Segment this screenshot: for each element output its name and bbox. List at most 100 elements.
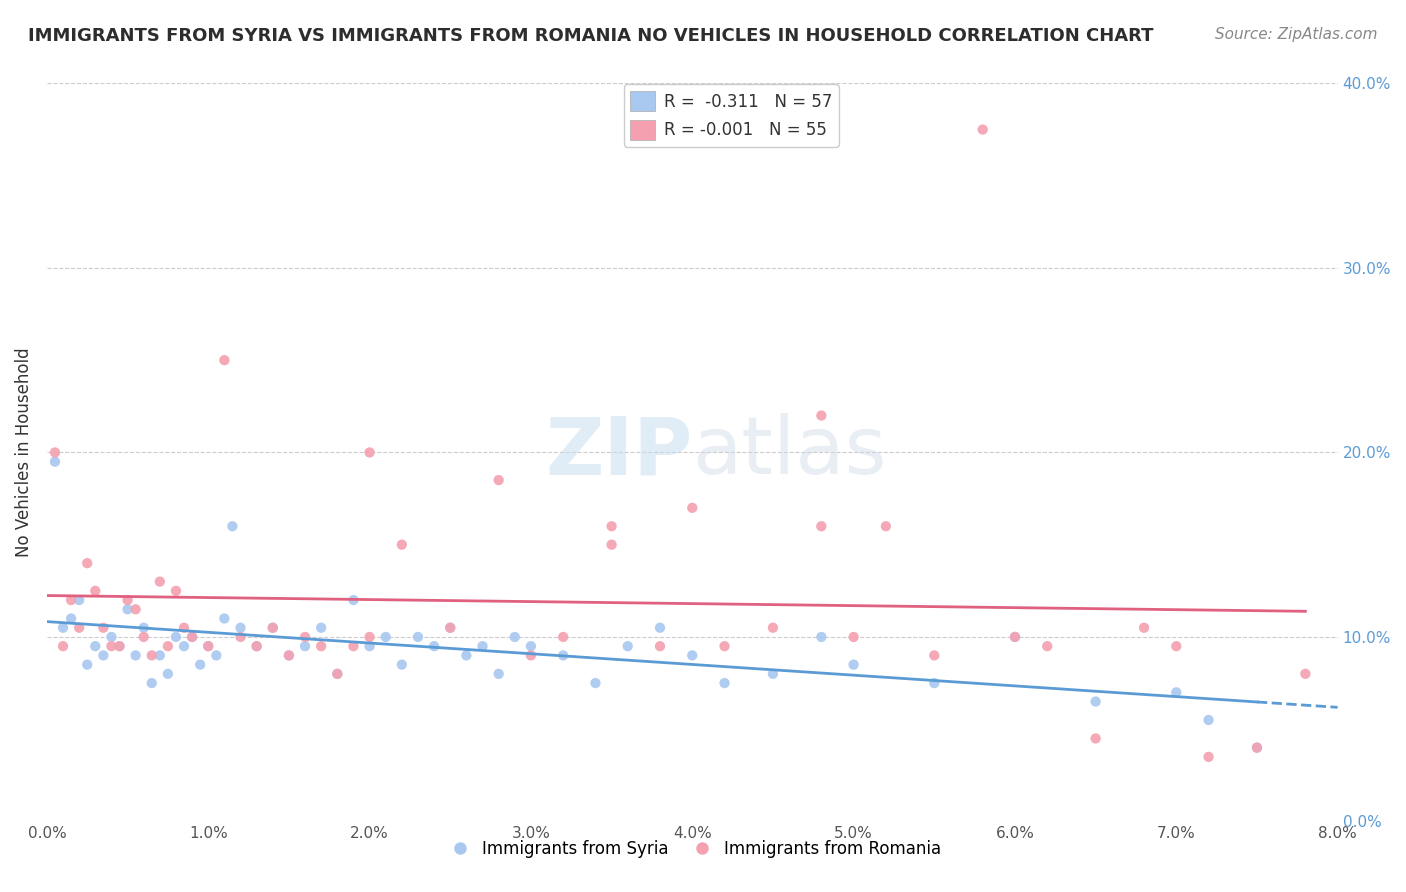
Point bbox=[520, 639, 543, 653]
Point bbox=[52, 639, 75, 653]
Point bbox=[488, 666, 510, 681]
Point bbox=[309, 639, 332, 653]
Point bbox=[553, 648, 575, 663]
Point bbox=[1084, 731, 1107, 746]
Point bbox=[842, 630, 865, 644]
Point bbox=[246, 639, 269, 653]
Point bbox=[875, 519, 897, 533]
Point bbox=[842, 657, 865, 672]
Point bbox=[141, 676, 163, 690]
Point bbox=[648, 639, 671, 653]
Point bbox=[810, 630, 832, 644]
Point bbox=[173, 639, 195, 653]
Point bbox=[156, 639, 179, 653]
Point bbox=[1004, 630, 1026, 644]
Point bbox=[188, 657, 211, 672]
Point bbox=[374, 630, 396, 644]
Point bbox=[44, 445, 66, 459]
Point bbox=[165, 583, 187, 598]
Point bbox=[124, 648, 146, 663]
Point bbox=[84, 583, 107, 598]
Point bbox=[520, 648, 543, 663]
Point bbox=[600, 538, 623, 552]
Point bbox=[342, 639, 364, 653]
Point bbox=[149, 648, 172, 663]
Point bbox=[648, 621, 671, 635]
Point bbox=[359, 630, 381, 644]
Text: atlas: atlas bbox=[692, 414, 887, 491]
Point bbox=[471, 639, 494, 653]
Point bbox=[117, 602, 139, 616]
Point bbox=[922, 676, 945, 690]
Y-axis label: No Vehicles in Household: No Vehicles in Household bbox=[15, 348, 32, 558]
Point bbox=[810, 519, 832, 533]
Point bbox=[173, 621, 195, 635]
Point bbox=[52, 621, 75, 635]
Point bbox=[76, 657, 98, 672]
Point bbox=[67, 593, 90, 607]
Point bbox=[60, 593, 83, 607]
Point bbox=[93, 621, 115, 635]
Point bbox=[221, 519, 243, 533]
Legend: R =  -0.311   N = 57, R = -0.001   N = 55: R = -0.311 N = 57, R = -0.001 N = 55 bbox=[624, 85, 839, 146]
Point bbox=[229, 621, 252, 635]
Point bbox=[205, 648, 228, 663]
Point bbox=[326, 666, 349, 681]
Point bbox=[1036, 639, 1059, 653]
Point bbox=[108, 639, 131, 653]
Point bbox=[229, 630, 252, 644]
Point bbox=[391, 657, 413, 672]
Point bbox=[342, 593, 364, 607]
Point bbox=[294, 630, 316, 644]
Point bbox=[214, 611, 236, 625]
Point bbox=[616, 639, 638, 653]
Point bbox=[1246, 740, 1268, 755]
Point bbox=[713, 676, 735, 690]
Text: ZIP: ZIP bbox=[546, 414, 692, 491]
Point bbox=[391, 538, 413, 552]
Point bbox=[585, 676, 607, 690]
Point bbox=[326, 666, 349, 681]
Point bbox=[1246, 740, 1268, 755]
Point bbox=[277, 648, 299, 663]
Point bbox=[1133, 621, 1156, 635]
Point bbox=[553, 630, 575, 644]
Text: Source: ZipAtlas.com: Source: ZipAtlas.com bbox=[1215, 27, 1378, 42]
Point bbox=[1294, 666, 1316, 681]
Point bbox=[972, 122, 994, 136]
Point bbox=[762, 666, 785, 681]
Point bbox=[1084, 694, 1107, 708]
Text: IMMIGRANTS FROM SYRIA VS IMMIGRANTS FROM ROMANIA NO VEHICLES IN HOUSEHOLD CORREL: IMMIGRANTS FROM SYRIA VS IMMIGRANTS FROM… bbox=[28, 27, 1153, 45]
Point bbox=[359, 639, 381, 653]
Point bbox=[141, 648, 163, 663]
Point bbox=[181, 630, 204, 644]
Point bbox=[423, 639, 446, 653]
Point bbox=[84, 639, 107, 653]
Point bbox=[156, 666, 179, 681]
Point bbox=[1198, 713, 1220, 727]
Point bbox=[100, 630, 122, 644]
Point bbox=[67, 621, 90, 635]
Point bbox=[1166, 685, 1188, 699]
Point bbox=[214, 353, 236, 368]
Point bbox=[197, 639, 219, 653]
Point bbox=[262, 621, 284, 635]
Point bbox=[1166, 639, 1188, 653]
Point bbox=[488, 473, 510, 487]
Point bbox=[76, 556, 98, 570]
Point bbox=[124, 602, 146, 616]
Point bbox=[44, 455, 66, 469]
Point bbox=[117, 593, 139, 607]
Point bbox=[165, 630, 187, 644]
Point bbox=[713, 639, 735, 653]
Point bbox=[681, 500, 703, 515]
Point bbox=[197, 639, 219, 653]
Point bbox=[108, 639, 131, 653]
Point bbox=[456, 648, 478, 663]
Point bbox=[503, 630, 526, 644]
Point bbox=[681, 648, 703, 663]
Point bbox=[100, 639, 122, 653]
Point bbox=[309, 621, 332, 635]
Point bbox=[246, 639, 269, 653]
Point bbox=[600, 519, 623, 533]
